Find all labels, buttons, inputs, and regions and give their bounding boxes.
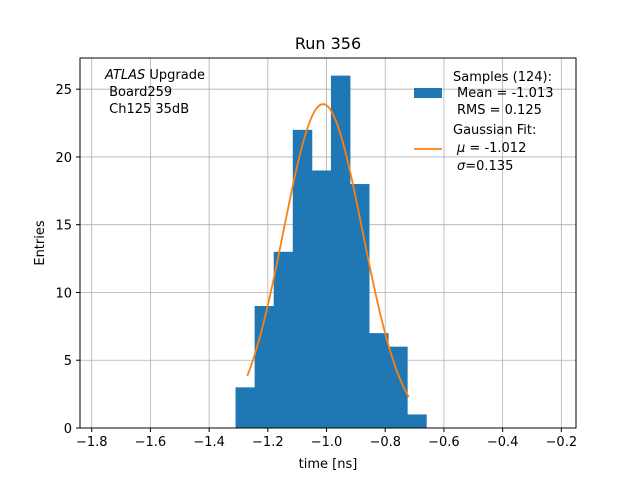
mu-value: = -1.012 [465, 141, 526, 156]
x-tick-label: −0.2 [546, 435, 578, 450]
upgrade-label: Upgrade [145, 68, 205, 83]
legend-histogram-name: Samples (124): [453, 70, 552, 85]
x-tick-label: −1.6 [135, 435, 167, 450]
histogram-bar [311, 170, 332, 428]
x-tick-label: −1.4 [193, 435, 225, 450]
chart-title: Run 356 [295, 34, 361, 53]
y-axis-label: Entries [33, 220, 48, 266]
legend-fit-name: Gaussian Fit: [453, 123, 536, 138]
y-tick-label: 10 [55, 286, 72, 301]
histogram-bar [254, 306, 275, 428]
y-tick-label: 15 [55, 219, 72, 234]
x-tick-label: −1.8 [76, 435, 108, 450]
histogram-bar [407, 414, 427, 428]
plot-frame [79, 57, 577, 429]
histogram-bar [292, 129, 313, 429]
legend: Samples (124): Mean = -1.013 RMS = 0.125… [414, 70, 553, 174]
y-tick-label: 20 [55, 151, 72, 166]
y-tick-label: 5 [64, 354, 72, 369]
x-tick-label: −1.0 [311, 435, 343, 450]
x-tick-label: −1.2 [252, 435, 284, 450]
legend-histogram-swatch [414, 88, 442, 98]
experiment-annotation: ATLAS Upgrade Board259 Ch125 35dB [104, 68, 205, 117]
histogram-bar [273, 251, 294, 428]
channel-label: Ch125 35dB [105, 102, 189, 117]
histogram-bar [235, 387, 256, 428]
sigma-symbol: σ [457, 159, 466, 174]
axis-ticks: −1.8 −1.6 −1.4 −1.2 −1.0 −0.8 −0.6 −0.4 −0.2 0 5 10… [55, 83, 577, 450]
gaussian-fit [246, 103, 410, 398]
x-tick-label: −0.4 [487, 435, 519, 450]
x-tick-label: −0.6 [428, 435, 460, 450]
histogram-bar [330, 75, 351, 428]
legend-rms: RMS = 0.125 [457, 103, 542, 118]
y-tick-label: 25 [55, 83, 72, 98]
x-axis-label: time [ns] [299, 457, 358, 472]
histogram-bar [388, 346, 408, 428]
sigma-value: =0.135 [465, 159, 513, 174]
legend-mu: μ = -1.012 [456, 141, 526, 156]
y-tick-label: 0 [64, 422, 72, 437]
histogram-bar [369, 333, 389, 428]
atlas-label: ATLAS [104, 68, 145, 83]
gaussian-fit-line [246, 103, 410, 398]
atlas-upgrade-label: ATLAS Upgrade [104, 68, 205, 83]
legend-mean: Mean = -1.013 [457, 86, 553, 101]
board-label: Board259 [105, 85, 172, 100]
x-tick-label: −0.8 [369, 435, 401, 450]
legend-sigma: σ=0.135 [457, 159, 513, 174]
mu-symbol: μ [456, 141, 465, 156]
